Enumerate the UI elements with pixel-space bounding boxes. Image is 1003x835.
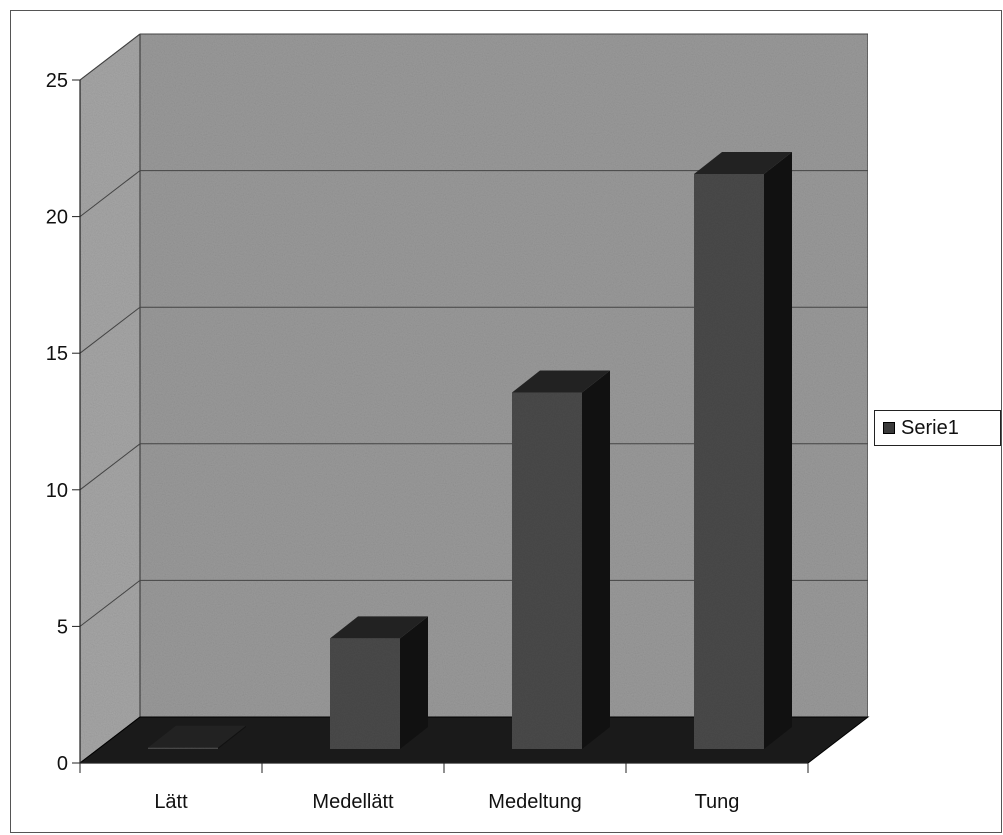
bar-side-Lätt [218, 725, 246, 749]
bar-front-Tung [694, 173, 764, 749]
bar-top-Medellätt [330, 616, 428, 639]
bar-side-Medellätt [400, 616, 428, 749]
gridline-15 [79, 306, 868, 354]
bar-Medellätt [330, 616, 428, 749]
gridline-10 [79, 443, 868, 491]
x-tick-labels: Lätt Medellätt Medeltung Tung [79, 763, 809, 813]
bar-top-Lätt [148, 725, 246, 748]
bar-front-Medeltung [512, 392, 582, 749]
legend-label-serie1: Serie1 [901, 416, 959, 439]
gridline-5 [79, 579, 868, 627]
y-tick-label-25: 25 [46, 70, 68, 92]
bar-Lätt [148, 725, 246, 749]
legend: Serie1 [874, 410, 1001, 446]
bars [148, 151, 792, 749]
y-tick-label-10: 10 [46, 480, 68, 502]
gridline-25 [79, 33, 868, 81]
bar-side-Tung [764, 151, 792, 749]
gridline-20 [79, 170, 868, 217]
y-tick-label-15: 15 [46, 343, 68, 365]
bar-top-Medeltung [512, 370, 610, 393]
bar-Tung [694, 151, 792, 749]
y-tick-label-0: 0 [57, 753, 68, 775]
x-tick-label-Medellätt: Medellätt [312, 791, 394, 813]
bar-Medeltung [512, 370, 610, 749]
bar-front-Lätt [148, 747, 218, 749]
bar-top-Tung [694, 151, 792, 174]
side-wall [79, 32, 141, 765]
chart-frame [10, 10, 1002, 833]
bar-front-Medellätt [330, 638, 400, 749]
y-tick-labels: 0 5 10 15 20 25 [46, 70, 80, 775]
y-tick-label-20: 20 [46, 207, 68, 229]
x-tick-label-Medeltung: Medeltung [488, 791, 581, 813]
y-tick-label-5: 5 [57, 616, 68, 638]
x-tick-label-Tung: Tung [695, 791, 740, 813]
legend-swatch [883, 422, 895, 434]
bar-side-Medeltung [582, 370, 610, 749]
x-tick-label-Lätt: Lätt [154, 791, 188, 813]
